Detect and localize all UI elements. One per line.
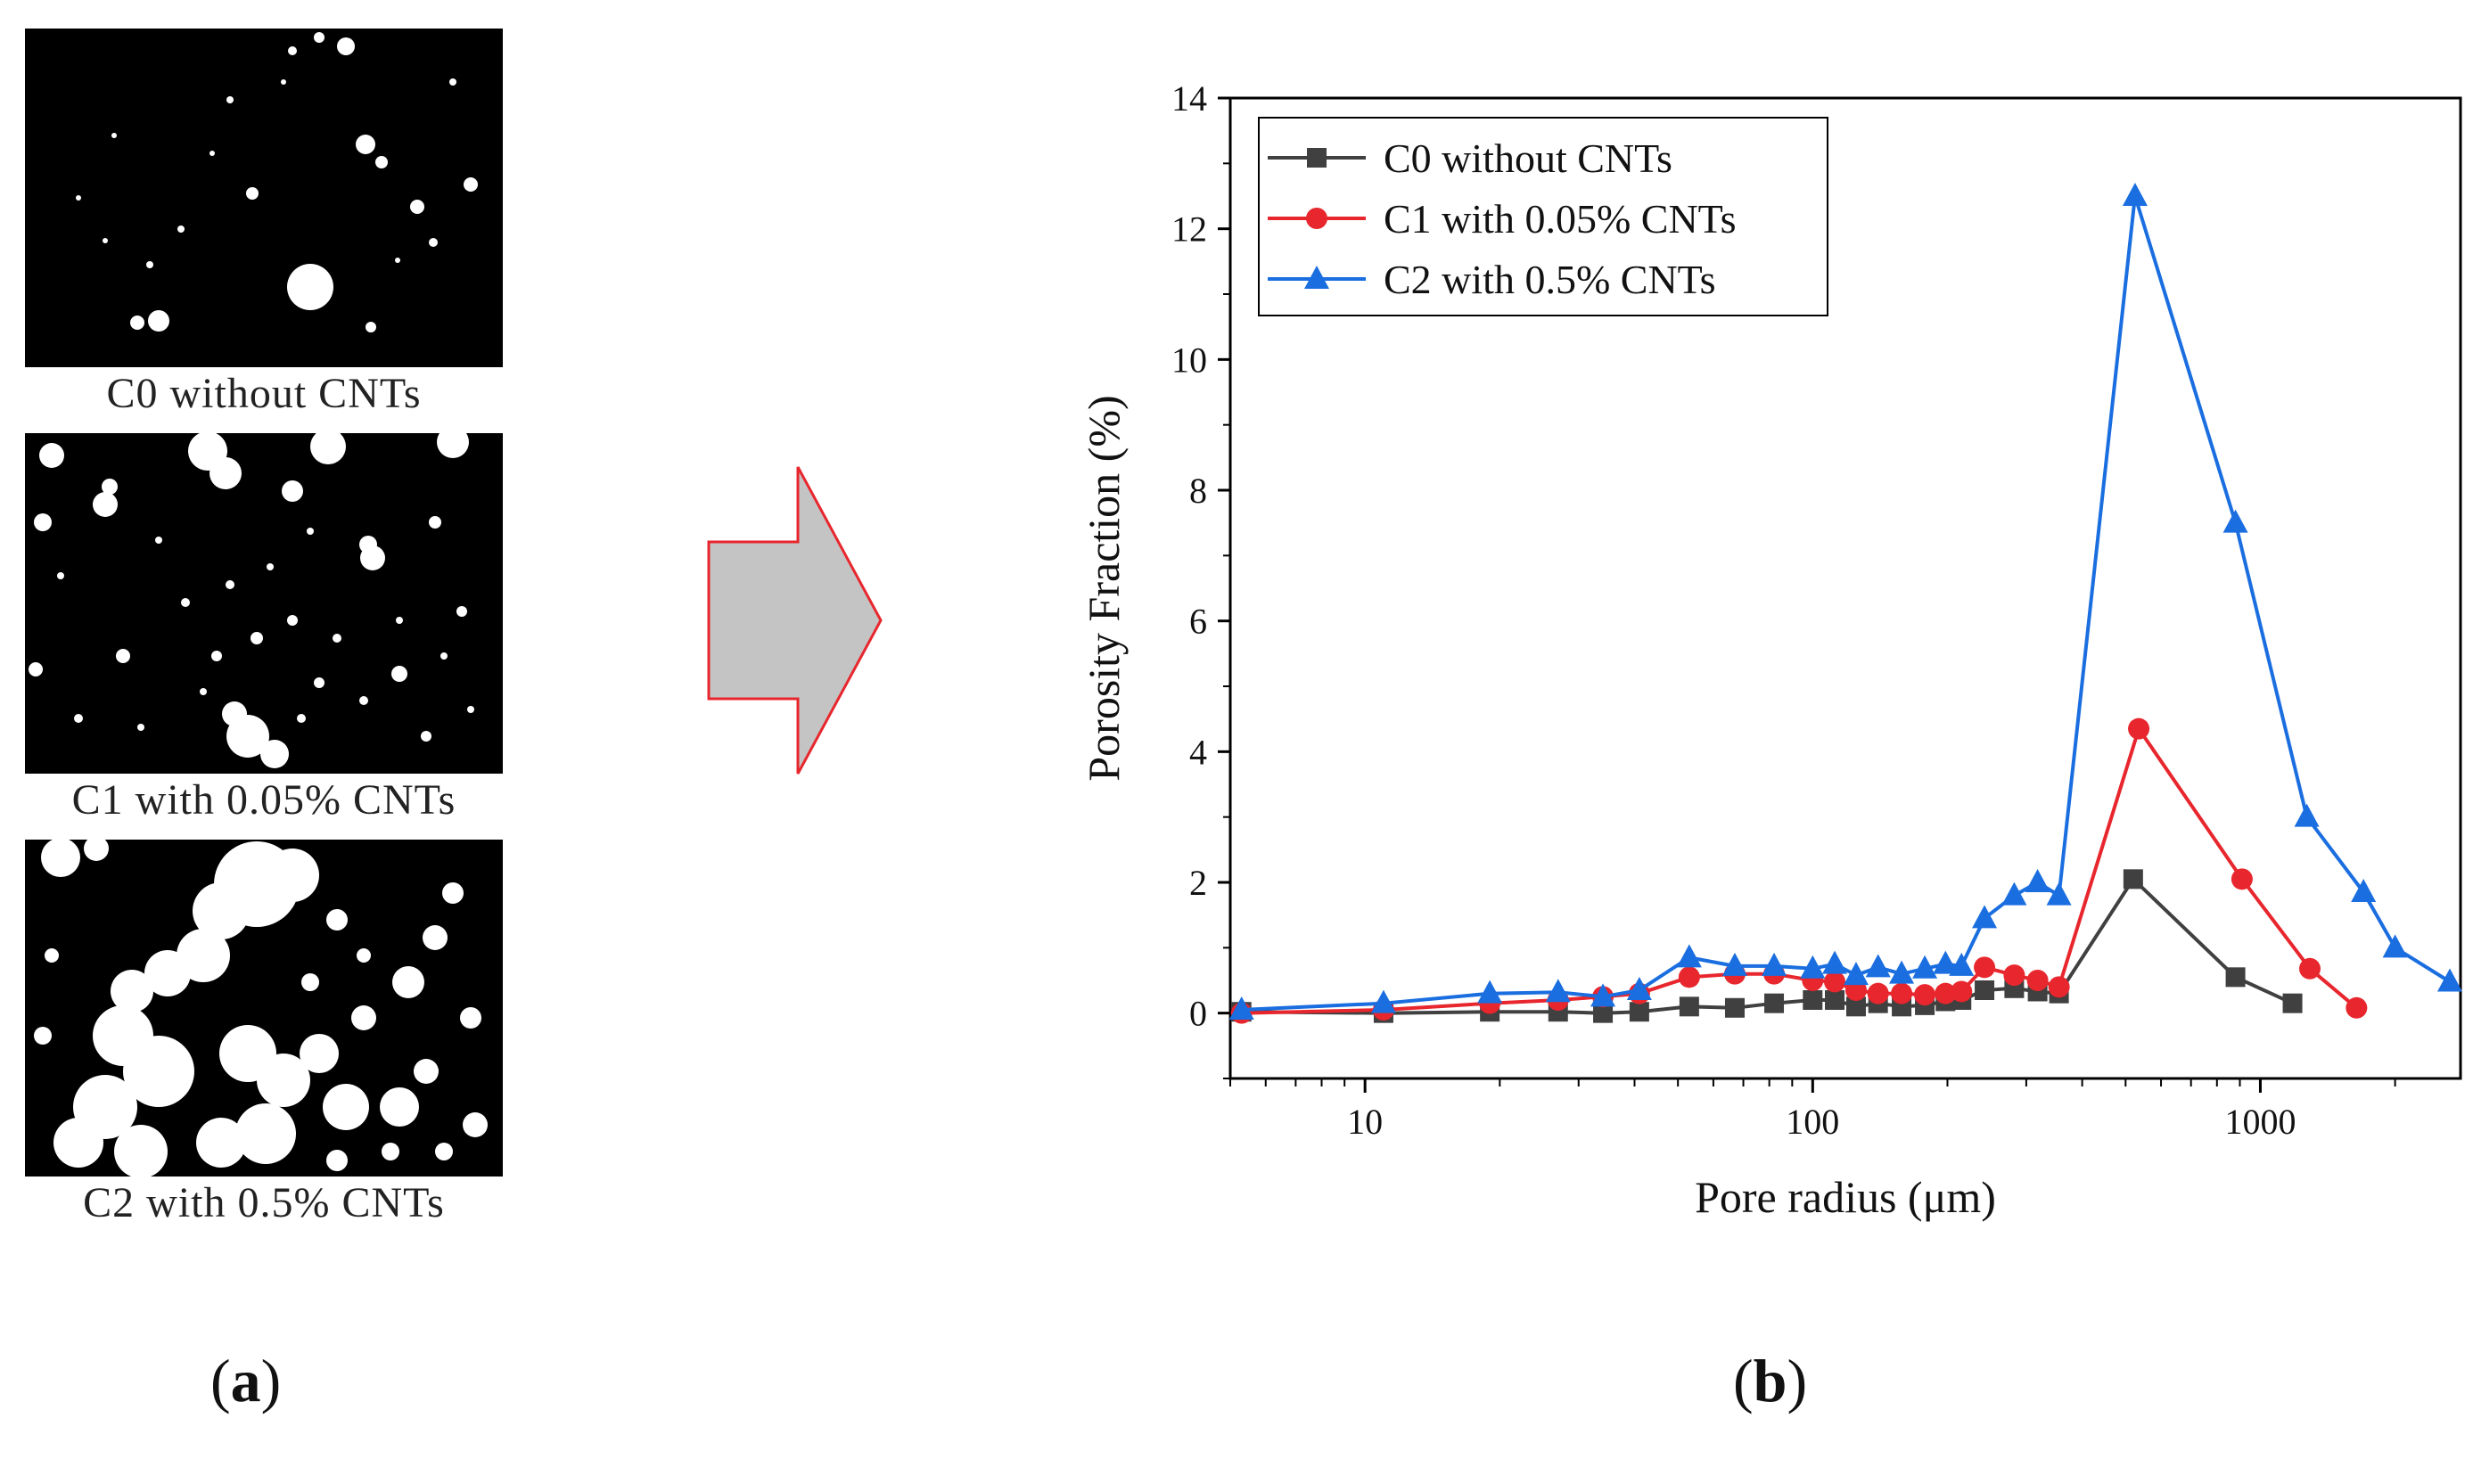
legend: C0 without CNTs C1 with 0.05% CNTs C2 with… [1258, 117, 1828, 316]
data-point [2222, 509, 2248, 533]
data-point [1824, 971, 1846, 993]
data-point [1845, 996, 1866, 1017]
legend-marker [1307, 148, 1327, 168]
series-line [1241, 877, 2294, 1015]
y-tick-label: 10 [1171, 340, 1207, 380]
data-point [1593, 1003, 1614, 1023]
data-point [2003, 964, 2025, 987]
micrograph-c1-caption: C1 with 0.05% CNTs [71, 776, 456, 824]
y-tick-label: 0 [1189, 994, 1207, 1034]
data-point [2298, 957, 2321, 980]
data-point [1867, 982, 1889, 1004]
data-point [1914, 984, 1936, 1006]
data-point [2048, 976, 2070, 998]
data-point [2046, 881, 2072, 906]
series-line [1241, 194, 2452, 1012]
data-point [1721, 952, 1747, 976]
y-tick-label: 14 [1171, 78, 1207, 119]
axes: 0 2 4 6 8 10 12 14 10 100 1000 [1171, 78, 2396, 1142]
data-point [2231, 868, 2253, 890]
data-point [1629, 1002, 1649, 1022]
data-point [1889, 960, 1915, 984]
data-point [1626, 977, 1652, 1000]
data-point [1370, 989, 1396, 1013]
plot-border [1228, 96, 2462, 1080]
series-2 [1228, 183, 2462, 1020]
data-point [1891, 982, 1913, 1004]
data-point [2225, 967, 2246, 988]
data-point [1800, 955, 1826, 979]
data-point [1676, 944, 1702, 968]
micrograph-c0-caption: C0 without CNTs [106, 370, 422, 417]
data-point [2282, 993, 2303, 1013]
data-point [2026, 970, 2049, 991]
data-point [1825, 990, 1845, 1010]
data-point [1822, 950, 1848, 974]
x-tick-label: 10 [1347, 1102, 1383, 1142]
data-point [1679, 996, 1699, 1017]
data-point [2294, 803, 2320, 827]
data-point [2025, 869, 2050, 892]
legend-label: C1 with 0.05% CNTs [1384, 196, 1736, 242]
data-point [1933, 950, 1959, 974]
panel-b-label: (b) [1733, 1347, 1808, 1414]
data-point [1678, 966, 1700, 988]
data-point [1935, 982, 1957, 1004]
data-point [2382, 934, 2408, 958]
right-arrow-icon [707, 466, 883, 775]
y-tick-label: 6 [1189, 602, 1207, 642]
legend-marker [1304, 266, 1329, 289]
legend-label: C0 without CNTs [1384, 135, 1672, 181]
data-point [1951, 980, 1973, 1003]
data-point [1972, 905, 1998, 929]
y-tick-label: 8 [1189, 471, 1207, 511]
micrograph-c2 [25, 840, 503, 1177]
data-point [1724, 997, 1745, 1018]
micrograph-c0 [25, 29, 503, 367]
x-tick-label: 100 [1786, 1102, 1839, 1142]
legend-marker [1306, 208, 1327, 229]
data-point [1545, 979, 1571, 1003]
data-point [1590, 983, 1616, 1007]
data-point [1949, 952, 1975, 976]
data-point [1975, 980, 1995, 1000]
micrograph-c2-caption: C2 with 0.5% CNTs [83, 1179, 445, 1226]
y-tick-label: 2 [1189, 863, 1207, 903]
data-point [2123, 869, 2143, 890]
data-point [2436, 968, 2462, 992]
data-point [2351, 879, 2377, 902]
plot-frame [1228, 96, 2462, 1080]
data-point [1843, 962, 1869, 986]
data-point [2346, 996, 2368, 1019]
y-axis-label: Porosity Fraction (%) [1079, 395, 1129, 781]
data-point [1762, 952, 1787, 976]
legend-label: C2 with 0.5% CNTs [1384, 257, 1715, 302]
x-tick-label: 1000 [2224, 1102, 2296, 1142]
series-layer [1228, 183, 2462, 1024]
porosity-chart: 0 2 4 6 8 10 12 14 10 100 1000 C0 without CNTs C1 w… [1079, 78, 2462, 1222]
x-axis-label: Pore radius (μm) [1695, 1172, 1996, 1222]
data-point [1764, 993, 1785, 1013]
data-point [1803, 990, 1823, 1010]
micrograph-c1 [25, 433, 503, 774]
data-point [1865, 954, 1891, 978]
data-point [1228, 996, 1254, 1020]
data-point [2122, 183, 2148, 206]
data-point [1912, 955, 1938, 979]
data-point [1477, 980, 1503, 1004]
panel-a-label: (a) [210, 1347, 282, 1414]
series-0 [1231, 869, 2303, 1023]
series-1 [1230, 717, 2368, 1024]
data-point [1974, 956, 1996, 979]
y-tick-label: 4 [1189, 732, 1207, 772]
data-point [2001, 881, 2027, 906]
data-point [2128, 717, 2150, 740]
series-line [1241, 726, 2358, 1015]
y-tick-label: 12 [1171, 209, 1207, 250]
